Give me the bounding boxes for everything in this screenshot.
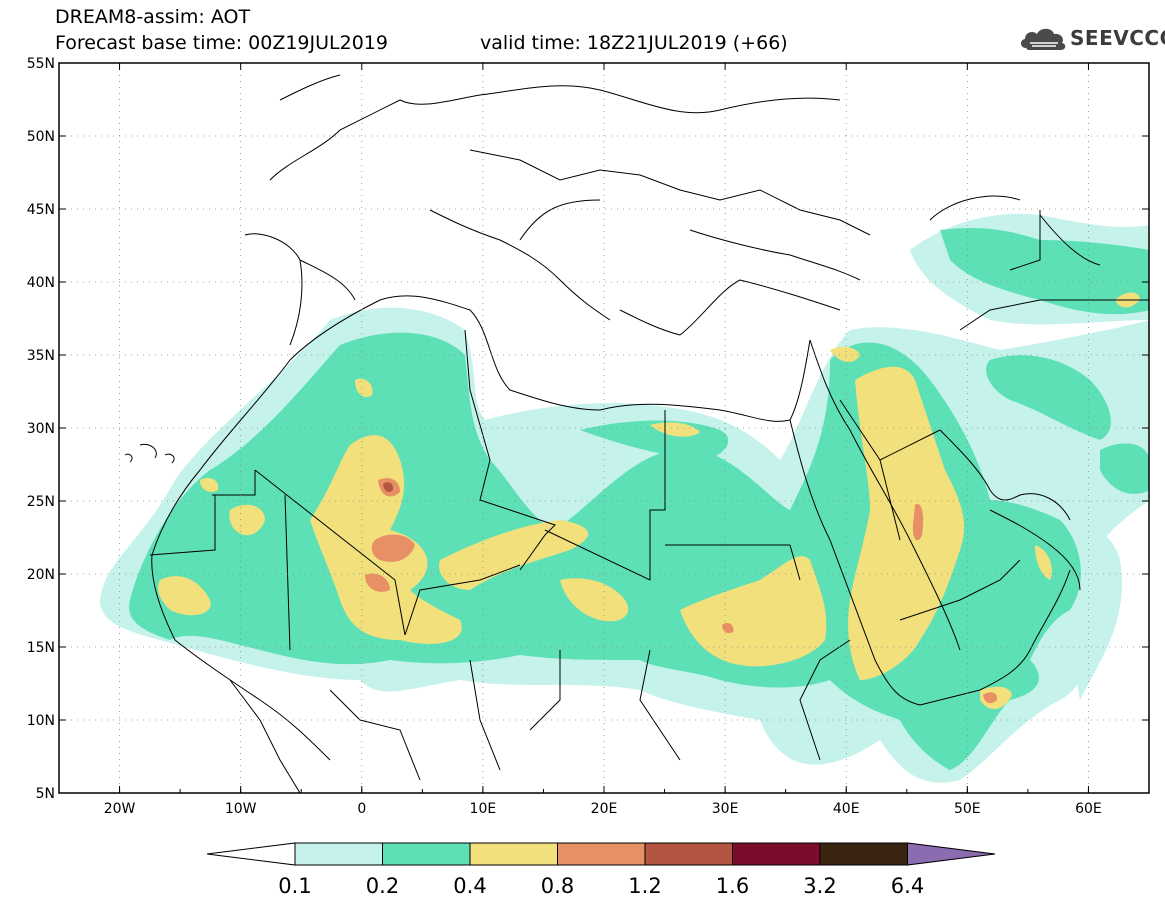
lat-tick-label: 25N	[27, 494, 55, 510]
colorbar-label: 0.4	[453, 874, 486, 898]
aot-level-0-4	[158, 292, 1140, 710]
colorbar-max-arrow	[907, 842, 996, 866]
aot-level-0-8	[365, 478, 998, 704]
colorbar-swatch	[469, 842, 558, 866]
time-line: Forecast base time: 00Z19JUL2019 valid ti…	[55, 32, 788, 54]
colorbar-swatch	[819, 842, 908, 866]
seevccc-logo: SEEVCCC	[1018, 24, 1165, 54]
map-title: DREAM8-assim: AOT	[55, 6, 251, 28]
lon-tick-label: 30E	[712, 801, 739, 817]
colorbar-swatch	[294, 842, 383, 866]
coastlines-borders	[124, 74, 1149, 793]
lon-tick-label: 10E	[470, 801, 497, 817]
valid-time: valid time: 18Z21JUL2019 (+66)	[480, 32, 788, 54]
colorbar-swatch	[557, 842, 646, 866]
lon-tick-label: 10W	[225, 801, 257, 817]
lat-tick-label: 55N	[27, 56, 55, 72]
colorbar-swatch	[382, 842, 471, 866]
colorbar-swatch	[644, 842, 733, 866]
aot-fields	[100, 213, 1149, 783]
colorbar: 0.1 0.2 0.4 0.8 1.2 1.6 3.2 6.4	[206, 842, 996, 898]
lon-tick-label: 60E	[1075, 801, 1102, 817]
lat-tick-label: 5N	[36, 786, 55, 802]
lat-tick-label: 30N	[27, 421, 55, 437]
colorbar-label: 0.1	[278, 874, 311, 898]
colorbar-label: 6.4	[891, 874, 924, 898]
logo-text: SEEVCCC	[1070, 26, 1165, 50]
axis-ticks: 20W 10W 0 10E 20E 30E 40E 50E 60E 5N 10N 15N 20N 25N 3…	[27, 56, 1150, 817]
cloud-icon	[1020, 28, 1066, 50]
lat-tick-label: 40N	[27, 275, 55, 291]
colorbar-label: 1.6	[716, 874, 749, 898]
lat-tick-label: 50N	[27, 129, 55, 145]
lon-tick-label: 20W	[104, 801, 136, 817]
lat-tick-label: 10N	[27, 713, 55, 729]
colorbar-label: 1.2	[628, 874, 661, 898]
lat-tick-label: 35N	[27, 348, 55, 364]
colorbar-min-arrow	[206, 842, 296, 866]
colorbar-swatch	[732, 842, 821, 866]
forecast-base-time: Forecast base time: 00Z19JUL2019	[55, 32, 388, 54]
aot-level-1-2	[383, 482, 394, 492]
lon-tick-label: 0	[357, 801, 366, 817]
colorbar-label: 3.2	[803, 874, 836, 898]
lon-tick-label: 40E	[833, 801, 860, 817]
lon-tick-label: 20E	[591, 801, 618, 817]
lat-tick-label: 15N	[27, 640, 55, 656]
lat-tick-label: 45N	[27, 202, 55, 218]
lon-tick-label: 50E	[954, 801, 981, 817]
colorbar-label: 0.8	[541, 874, 574, 898]
colorbar-label: 0.2	[366, 874, 399, 898]
lat-tick-label: 20N	[27, 567, 55, 583]
